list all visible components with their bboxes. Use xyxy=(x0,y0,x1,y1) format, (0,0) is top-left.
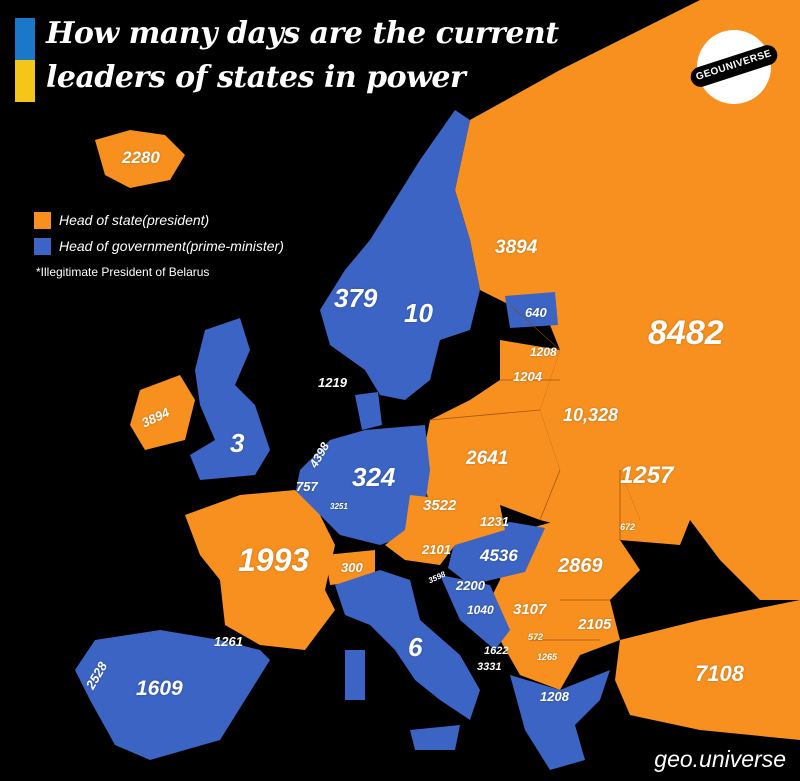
label-latvia: 1208 xyxy=(530,345,557,359)
region-uk xyxy=(190,318,270,480)
label-denmark: 1219 xyxy=(318,375,347,390)
region-iberia xyxy=(75,630,270,760)
legend-label: Head of government(prime-minister) xyxy=(59,238,284,254)
label-north-macedonia: 3331 xyxy=(477,661,502,673)
legend-note: *Illegitimate President of Belarus xyxy=(36,265,210,279)
region-italy xyxy=(335,570,480,720)
label-turkey: 7108 xyxy=(695,661,744,686)
label-albania: 1622 xyxy=(484,645,509,657)
label-belarus: 10,328 xyxy=(563,405,619,425)
flag-bar-yellow xyxy=(15,60,35,102)
region-germany xyxy=(295,425,430,545)
footer-credit: geo.universe xyxy=(654,746,786,772)
label-spain: 1609 xyxy=(136,677,183,700)
geouniverse-logo: GEOUNIVERSE xyxy=(688,30,780,104)
label-greece: 1208 xyxy=(540,689,569,704)
label-andorra: 1261 xyxy=(214,634,243,649)
label-germany: 324 xyxy=(352,462,396,492)
legend-label: Head of state(president) xyxy=(59,212,210,228)
region-croatia xyxy=(440,575,510,650)
label-serbia: 3107 xyxy=(513,601,547,618)
label-uk: 3 xyxy=(230,428,245,458)
label-estonia: 640 xyxy=(525,305,547,320)
label-moldova: 672 xyxy=(620,522,636,532)
legend-item-president: Head of state(president) xyxy=(34,207,284,233)
page-title: How many days are the current leaders of… xyxy=(46,16,559,95)
region-ireland xyxy=(130,375,195,450)
logo-text: GEOUNIVERSE xyxy=(688,42,780,90)
label-ukraine: 1257 xyxy=(620,462,674,489)
region-scandinavia xyxy=(320,110,480,400)
label-switzerland: 300 xyxy=(341,560,363,575)
region-sardinia xyxy=(345,650,365,700)
label-austria: 2101 xyxy=(422,542,451,557)
label-sweden: 10 xyxy=(404,298,433,328)
label-kosovo: 1265 xyxy=(537,652,558,662)
region-turkey xyxy=(615,600,800,740)
label-croatia: 2200 xyxy=(456,578,485,593)
label-norway: 379 xyxy=(334,283,378,313)
region-france xyxy=(185,490,335,650)
legend-swatch-president xyxy=(34,211,51,229)
region-greece xyxy=(510,670,610,770)
label-czechia: 3522 xyxy=(423,497,457,514)
label-bosnia: 1040 xyxy=(467,603,494,617)
region-sicily xyxy=(410,725,460,750)
legend-swatch-prime-minister xyxy=(34,237,51,255)
legend-item-prime-minister: Head of government(prime-minister) xyxy=(34,233,284,259)
region-denmark xyxy=(355,392,382,430)
label-bulgaria: 2105 xyxy=(578,616,612,633)
region-central xyxy=(385,495,505,565)
label-montenegro: 572 xyxy=(528,632,544,642)
region-iceland xyxy=(95,130,185,188)
legend: Head of state(president) Head of governm… xyxy=(34,207,284,279)
label-romania: 2869 xyxy=(558,555,603,577)
label-lithuania: 1204 xyxy=(513,369,542,384)
label-hungary: 4536 xyxy=(480,546,518,565)
label-russia: 8482 xyxy=(648,314,724,352)
region-east-block xyxy=(420,340,690,545)
label-italy: 6 xyxy=(408,632,423,662)
flag-bar-blue xyxy=(15,18,35,60)
flag-bar xyxy=(15,18,35,102)
label-iceland: 2280 xyxy=(122,148,160,167)
region-finland xyxy=(455,120,540,305)
label-finland: 3894 xyxy=(495,237,538,258)
border-lines xyxy=(429,304,621,641)
label-slovakia: 1231 xyxy=(480,514,509,529)
label-poland: 2641 xyxy=(466,448,509,469)
label-france: 1993 xyxy=(238,542,310,578)
region-russia xyxy=(470,0,800,600)
region-estonia xyxy=(505,292,558,328)
label-luxembourg: 3251 xyxy=(330,502,348,511)
label-belgium: 757 xyxy=(296,479,318,494)
